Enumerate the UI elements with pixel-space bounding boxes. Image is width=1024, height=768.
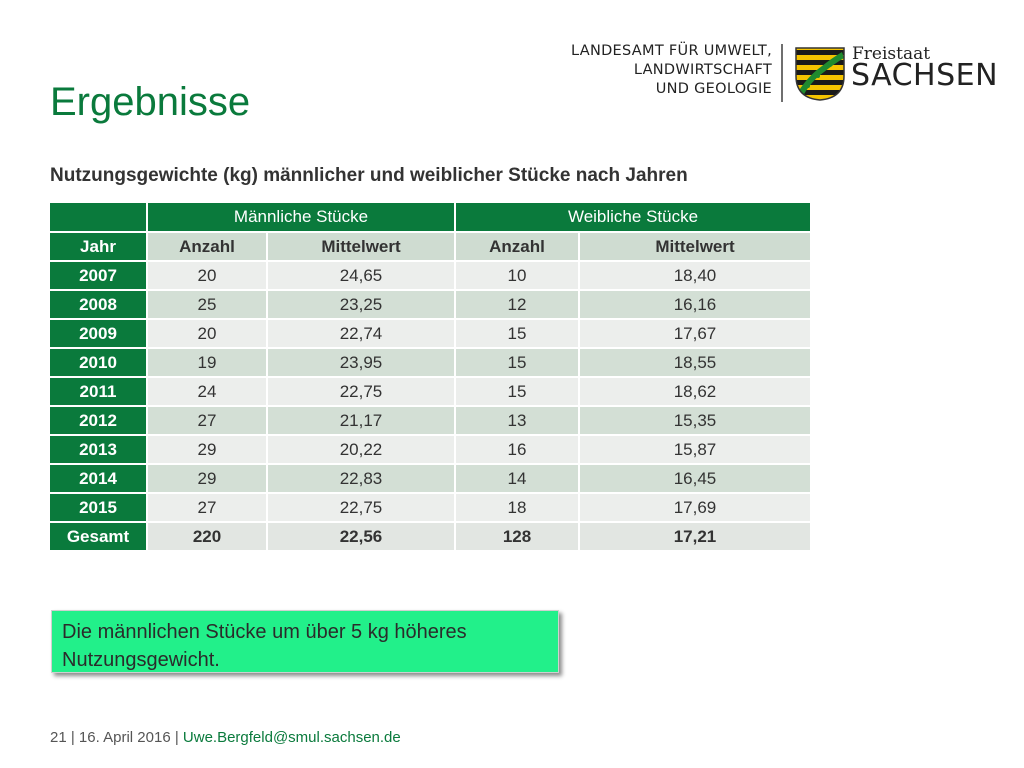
row-female-count: 14	[454, 463, 580, 494]
column-header-male-mean: Mittelwert	[266, 231, 456, 262]
row-female-count: 15	[454, 318, 580, 349]
row-male-mean: 23,95	[266, 347, 456, 378]
row-male-mean: 22,75	[266, 376, 456, 407]
footer-email: Uwe.Bergfeld@smul.sachsen.de	[182, 729, 401, 746]
group-header-male: Männliche Stücke	[146, 201, 456, 233]
row-year: 2014	[48, 463, 148, 494]
row-year: 2007	[48, 260, 148, 291]
row-male-count: 19	[146, 347, 268, 378]
row-male-mean: 22,75	[266, 492, 456, 523]
row-female-mean: 18,55	[578, 347, 812, 378]
row-male-count: 20	[146, 318, 268, 349]
row-female-mean: 17,69	[578, 492, 812, 523]
table-row: 2008 25 23,25 12 16,16	[48, 289, 812, 320]
logo-freistaat: Freistaat	[852, 44, 931, 64]
row-female-mean: 16,16	[578, 289, 812, 320]
total-female-mean: 17,21	[578, 521, 812, 552]
row-female-count: 12	[454, 289, 580, 320]
row-male-mean: 20,22	[266, 434, 456, 465]
row-year: 2011	[48, 376, 148, 407]
row-male-count: 24	[146, 376, 268, 407]
total-male-mean: 22,56	[266, 521, 456, 552]
row-female-mean: 16,45	[578, 463, 812, 494]
row-male-count: 25	[146, 289, 268, 320]
column-header-female-count: Anzahl	[454, 231, 580, 262]
row-female-count: 10	[454, 260, 580, 291]
table-row: 2010 19 23,95 15 18,55	[48, 347, 812, 378]
row-female-count: 15	[454, 376, 580, 407]
table-group-header-row: Männliche Stücke Weibliche Stücke	[48, 201, 812, 233]
saxony-coat-of-arms-icon	[795, 47, 845, 101]
table-row: 2014 29 22,83 14 16,45	[48, 463, 812, 494]
table-row: 2013 29 20,22 16 15,87	[48, 434, 812, 465]
group-header-female: Weibliche Stücke	[454, 201, 812, 233]
total-label: Gesamt	[48, 521, 148, 552]
row-female-mean: 17,67	[578, 318, 812, 349]
row-female-mean: 18,62	[578, 376, 812, 407]
agency-name-line: LANDWIRTSCHAFT	[633, 62, 772, 78]
column-header-year: Jahr	[48, 231, 148, 262]
row-male-count: 27	[146, 492, 268, 523]
page-title: Ergebnisse	[50, 80, 251, 124]
row-male-mean: 21,17	[266, 405, 456, 436]
row-male-mean: 22,83	[266, 463, 456, 494]
row-year: 2015	[48, 492, 148, 523]
row-year: 2009	[48, 318, 148, 349]
row-male-mean: 22,74	[266, 318, 456, 349]
agency-name: LANDESAMT FÜR UMWELT, LANDWIRTSCHAFT UND…	[560, 42, 772, 99]
table-total-row: Gesamt 220 22,56 128 17,21	[48, 521, 812, 552]
agency-name-line: LANDESAMT FÜR UMWELT,	[571, 43, 772, 59]
row-male-count: 29	[146, 434, 268, 465]
row-year: 2013	[48, 434, 148, 465]
row-male-mean: 24,65	[266, 260, 456, 291]
row-male-mean: 23,25	[266, 289, 456, 320]
conclusion-callout: Die männlichen Stücke um über 5 kg höher…	[51, 610, 559, 673]
row-year: 2010	[48, 347, 148, 378]
row-female-count: 18	[454, 492, 580, 523]
table-row: 2015 27 22,75 18 17,69	[48, 492, 812, 523]
footer-separator: |	[170, 729, 183, 746]
table-row: 2009 20 22,74 15 17,67	[48, 318, 812, 349]
table-row: 2012 27 21,17 13 15,35	[48, 405, 812, 436]
row-female-count: 16	[454, 434, 580, 465]
column-header-male-count: Anzahl	[146, 231, 268, 262]
row-year: 2008	[48, 289, 148, 320]
row-female-mean: 15,87	[578, 434, 812, 465]
column-header-female-mean: Mittelwert	[578, 231, 812, 262]
row-female-mean: 15,35	[578, 405, 812, 436]
row-male-count: 27	[146, 405, 268, 436]
footer-page-number: 21	[50, 729, 67, 746]
table-column-header-row: Jahr Anzahl Mittelwert Anzahl Mittelwert	[48, 231, 812, 262]
table-row: 2011 24 22,75 15 18,62	[48, 376, 812, 407]
logo-divider	[781, 44, 783, 102]
table-row: 2007 20 24,65 10 18,40	[48, 260, 812, 291]
table-subtitle: Nutzungsgewichte (kg) männlicher und wei…	[50, 165, 688, 186]
agency-name-line: UND GEOLOGIE	[655, 81, 772, 97]
row-male-count: 20	[146, 260, 268, 291]
row-year: 2012	[48, 405, 148, 436]
total-male-count: 220	[146, 521, 268, 552]
footer-date: 16. April 2016	[78, 729, 171, 746]
weights-table: Männliche Stücke Weibliche Stücke Jahr A…	[48, 201, 812, 552]
table-corner-cell	[48, 201, 148, 233]
row-male-count: 29	[146, 463, 268, 494]
row-female-mean: 18,40	[578, 260, 812, 291]
row-female-count: 13	[454, 405, 580, 436]
total-female-count: 128	[454, 521, 580, 552]
footer: 21 | 16. April 2016 | Uwe.Bergfeld@smul.…	[50, 729, 401, 746]
row-female-count: 15	[454, 347, 580, 378]
logo-sachsen: SACHSEN	[851, 58, 999, 93]
footer-separator: |	[66, 729, 79, 746]
